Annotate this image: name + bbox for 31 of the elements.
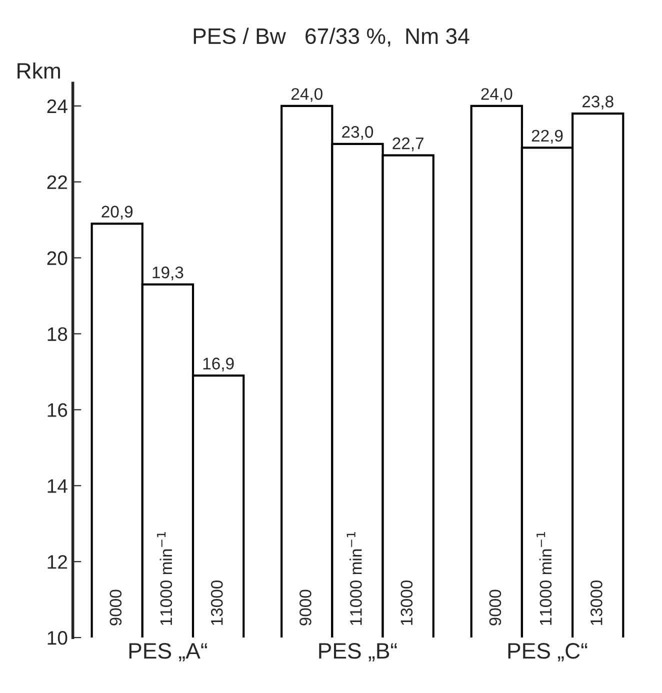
text: 9000	[110, 590, 122, 626]
y-tick-label: 20	[47, 251, 68, 266]
text: 13000	[210, 580, 223, 625]
y-tick-label: 12	[48, 555, 67, 569]
text: 9000	[300, 590, 312, 626]
series-label: 11000 min$^{−1}$	[157, 532, 172, 625]
y-tick-label: 10	[48, 631, 68, 645]
text: 11000 min$^{−1}$	[346, 532, 362, 625]
y-tick-label: 18	[48, 327, 68, 342]
data-label: 19,3	[152, 266, 184, 280]
x-tick-label: PES „C“	[508, 643, 588, 662]
chart-title: PES / Bw 67/33 %, Nm 34	[194, 28, 470, 47]
data-label: 20,9	[102, 206, 133, 220]
series-label: 13000	[400, 580, 413, 625]
data-label: 16,9	[203, 358, 234, 372]
data-label: 22,9	[532, 130, 563, 144]
data-label: 24,0	[291, 88, 322, 102]
y-tick-label: 14	[48, 479, 68, 493]
x-tick-label: PES „B“	[319, 643, 397, 662]
y-tick-label: 22	[47, 175, 67, 189]
text: 13000	[590, 580, 602, 625]
y-tick-label: 16	[48, 403, 68, 417]
data-label: 23,8	[582, 96, 614, 110]
x-tick-label: PES „A“	[129, 643, 208, 662]
data-label: 24,0	[481, 88, 512, 102]
data-label: 22,7	[392, 137, 424, 152]
data-label: 23,0	[342, 126, 374, 140]
text: 11000 min$^{−1}$	[536, 532, 552, 625]
y-axis-title: Rkm	[18, 62, 60, 79]
y-tick-label: 24	[47, 99, 68, 113]
series-label: 9000	[489, 590, 502, 626]
